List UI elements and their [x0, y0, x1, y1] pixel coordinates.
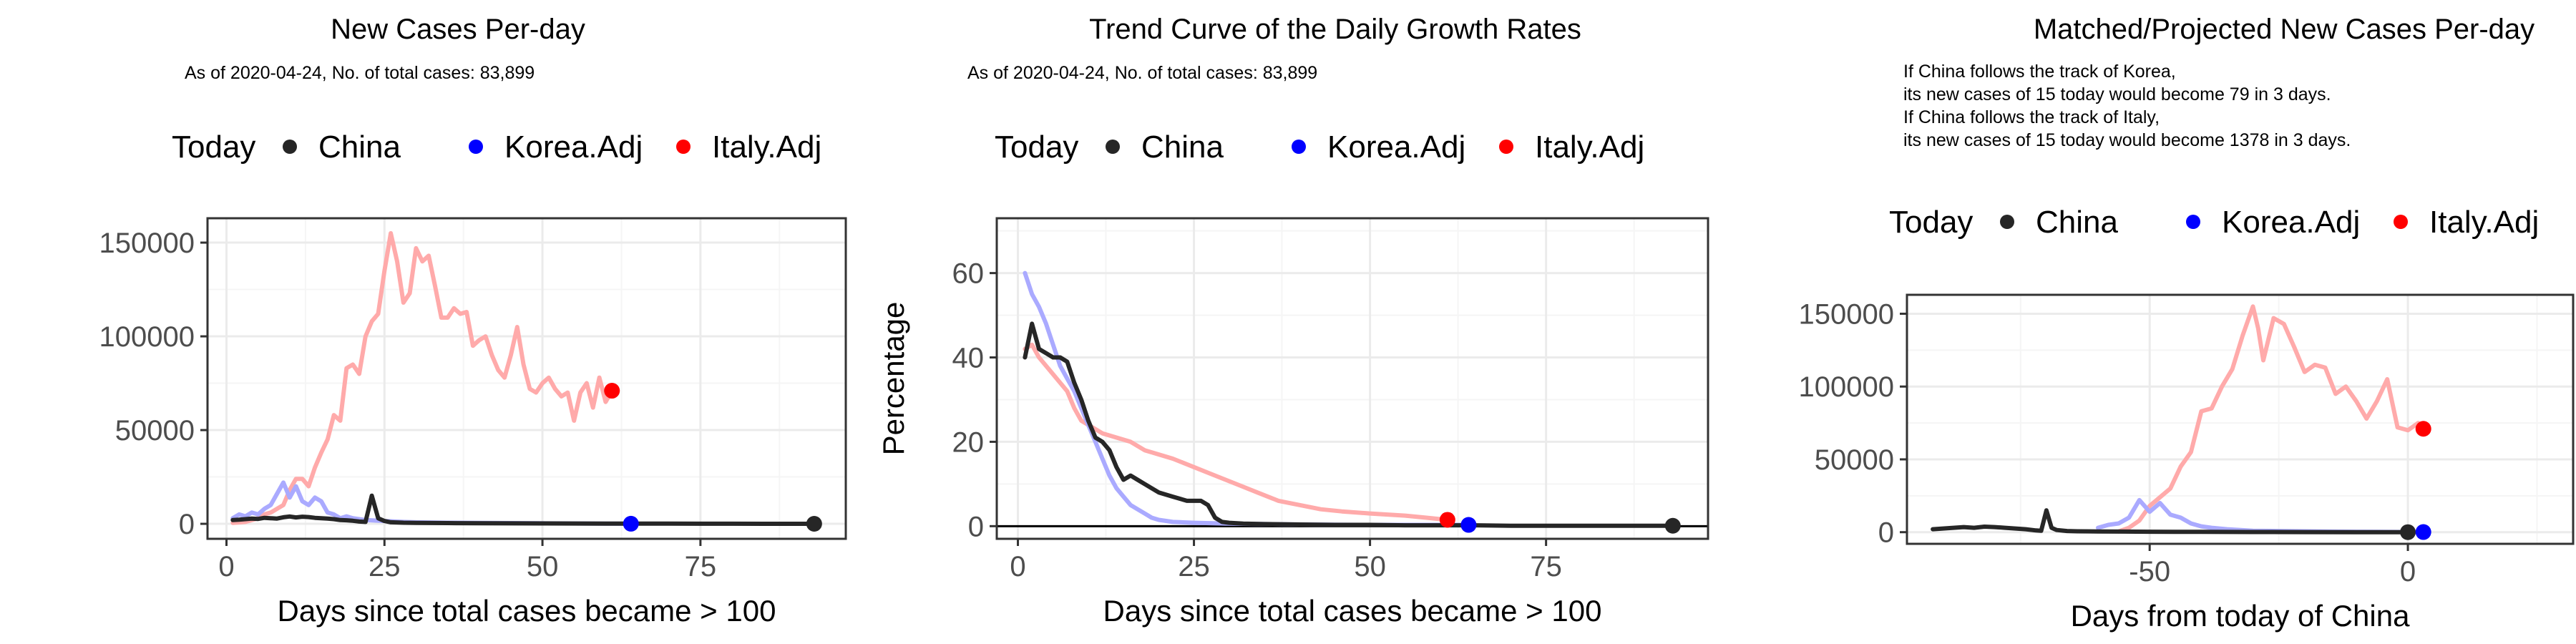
series-line-italy: [2116, 304, 2426, 534]
x-tick-label: 50: [527, 551, 559, 582]
chart-subtitle-line: As of 2020-04-24, No. of total cases: 83…: [185, 63, 535, 83]
chart-2: Trend Curve of the Daily Growth Rates As …: [877, 14, 1709, 628]
series-line-italy: [1023, 342, 1450, 522]
legend-title: Today: [1889, 205, 1973, 240]
legend-swatch-china: [1106, 140, 1120, 154]
y-tick-label: 50000: [115, 415, 195, 447]
y-tick-label: 100000: [1799, 371, 1894, 403]
today-point-korea: [623, 515, 639, 532]
legend-entry-italy: Italy.Adj: [2429, 205, 2539, 240]
y-tick-label: 50000: [1815, 444, 1894, 476]
chart-title: Trend Curve of the Daily Growth Rates: [1089, 14, 1581, 45]
legend-entry-korea: Korea.Adj: [1327, 130, 1465, 165]
x-tick-label: 25: [1178, 551, 1210, 582]
legend-swatch-china: [2000, 215, 2014, 229]
y-tick-label: 0: [968, 511, 984, 542]
y-tick-label: 100000: [99, 321, 195, 353]
legend-entry-china: China: [1141, 130, 1224, 165]
x-tick-label: 0: [1010, 551, 1025, 582]
legend-swatch-korea: [2186, 215, 2200, 229]
chart-3: Matched/Projected New Cases Per-day If Ch…: [1799, 14, 2575, 633]
legend: Today China Korea.Adj Italy.Adj: [995, 130, 1644, 165]
chart-title: New Cases Per-day: [331, 14, 585, 45]
series-line-china: [1023, 321, 1675, 528]
legend-swatch-china: [283, 140, 297, 154]
today-point-china: [1664, 517, 1681, 534]
legend-swatch-italy: [1499, 140, 1513, 154]
y-tick-label: 150000: [1799, 298, 1894, 330]
y-axis-title: Percentage: [877, 302, 910, 456]
y-tick-label: 150000: [99, 228, 195, 259]
x-tick-label: 25: [369, 551, 401, 582]
x-tick-label: 0: [218, 551, 234, 582]
y-tick-label: 0: [1878, 517, 1894, 549]
legend-swatch-italy: [2394, 215, 2408, 229]
legend-entry-italy: Italy.Adj: [1535, 130, 1644, 165]
legend-swatch-italy: [676, 140, 691, 154]
today-point-china: [806, 516, 822, 532]
today-point-italy: [604, 383, 620, 399]
today-point-italy: [1439, 512, 1455, 528]
x-axis-title: Days since total cases became > 100: [278, 594, 776, 628]
x-axis-title: Days from today of China: [2071, 599, 2411, 633]
legend-entry-china: China: [318, 130, 401, 165]
series-line-china: [230, 493, 816, 526]
x-tick-label: -50: [2129, 556, 2170, 587]
legend-swatch-korea: [469, 140, 483, 154]
series-line-italy: [230, 231, 615, 525]
y-tick-label: 20: [952, 426, 985, 458]
x-tick-label: 0: [2400, 556, 2416, 587]
today-point-china: [2400, 524, 2416, 540]
chart-subtitle-line: its new cases of 15 today would become 1…: [1903, 130, 2351, 150]
chart-subtitle-line: If China follows the track of Korea,: [1903, 62, 2176, 82]
y-tick-label: 60: [952, 258, 985, 290]
chart-subtitle-line: If China follows the track of Italy,: [1903, 107, 2160, 127]
plot-panel: [997, 218, 1708, 539]
chart-subtitle-line: its new cases of 15 today would become 7…: [1903, 84, 2331, 104]
x-axis-title: Days since total cases became > 100: [1103, 594, 1602, 628]
chart-title: Matched/Projected New Cases Per-day: [2034, 14, 2534, 45]
today-point-korea: [1460, 517, 1477, 533]
legend: Today China Korea.Adj Italy.Adj: [172, 130, 821, 165]
legend-swatch-korea: [1292, 140, 1306, 154]
y-tick-label: 40: [952, 343, 985, 374]
x-tick-label: 75: [685, 551, 717, 582]
today-point-italy: [2415, 421, 2431, 437]
legend-entry-italy: Italy.Adj: [712, 130, 821, 165]
legend-title: Today: [995, 130, 1078, 165]
today-point-korea: [2415, 524, 2431, 540]
legend-entry-china: China: [2036, 205, 2118, 240]
x-tick-label: 50: [1354, 551, 1386, 582]
plot-panel: [1907, 295, 2573, 544]
legend-entry-korea: Korea.Adj: [2222, 205, 2360, 240]
chart-subtitle-line: As of 2020-04-24, No. of total cases: 83…: [967, 63, 1317, 83]
panel-border: [995, 217, 1709, 540]
y-tick-label: 0: [179, 509, 195, 540]
series-line-china: [1931, 508, 2411, 535]
legend-title: Today: [172, 130, 255, 165]
chart-1: New Cases Per-day As of 2020-04-24, No. o…: [99, 14, 847, 628]
panel-border: [1906, 293, 2575, 545]
x-tick-label: 75: [1530, 551, 1562, 582]
legend: Today China Korea.Adj Italy.Adj: [1889, 205, 2539, 240]
legend-entry-korea: Korea.Adj: [504, 130, 643, 165]
panel-border: [206, 217, 847, 540]
